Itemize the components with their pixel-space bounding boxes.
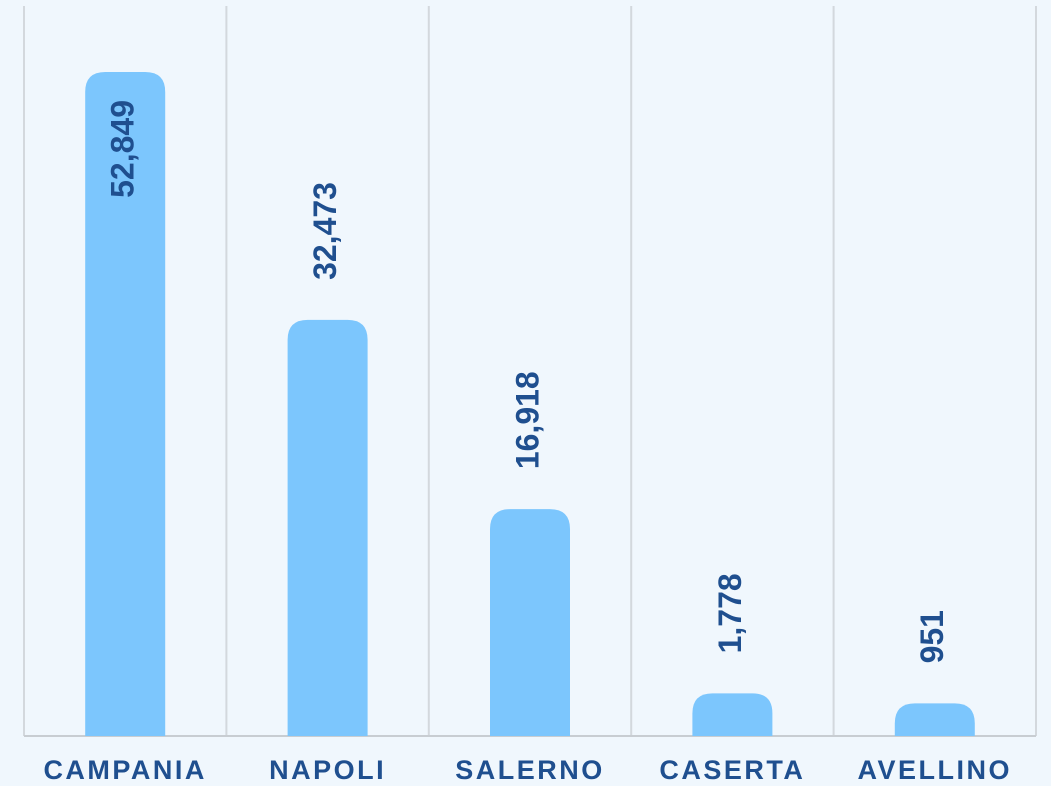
x-tick-label: NAPOLI	[269, 755, 386, 785]
bar	[894, 703, 975, 736]
bar	[490, 509, 570, 736]
bar	[287, 319, 368, 736]
x-tick-label: CAMPANIA	[43, 755, 207, 785]
value-label: 1,778	[712, 573, 748, 653]
x-tick-label: SALERNO	[455, 755, 605, 785]
bar	[692, 693, 773, 736]
bar	[85, 72, 166, 736]
x-tick-label: CASERTA	[659, 755, 805, 785]
value-label: 16,918	[509, 371, 545, 469]
value-label: 32,473	[307, 182, 343, 280]
value-label: 52,849	[105, 100, 141, 198]
value-label: 951	[914, 610, 950, 663]
x-tick-label: AVELLINO	[858, 755, 1013, 785]
